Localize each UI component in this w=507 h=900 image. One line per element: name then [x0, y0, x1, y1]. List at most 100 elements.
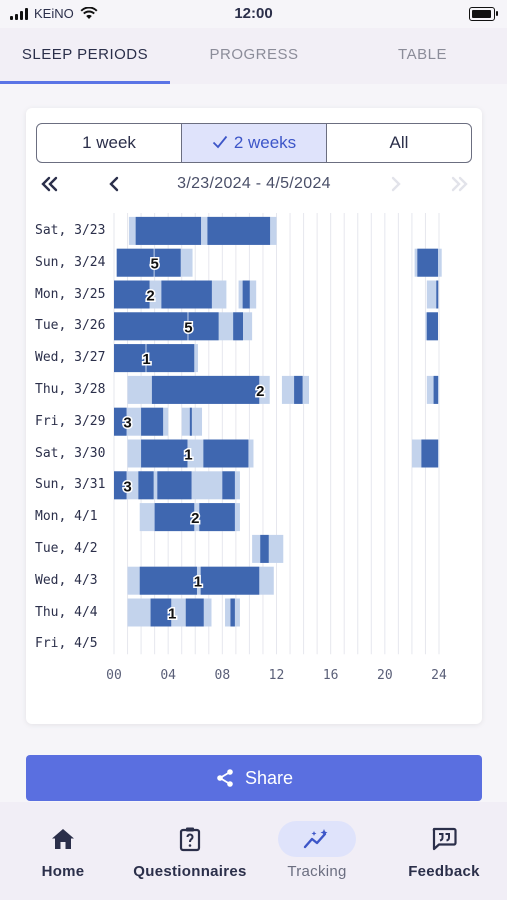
range-option-all[interactable]: All: [327, 124, 471, 162]
nav-label: Tracking: [287, 863, 347, 880]
period-count-label: 5: [150, 256, 158, 273]
sleep-bar[interactable]: [150, 598, 172, 627]
sleep-bar[interactable]: [199, 503, 235, 532]
day-label: Thu, 3/28: [35, 381, 106, 397]
sleep-bar[interactable]: [294, 375, 303, 404]
day-label: Fri, 4/5: [35, 636, 98, 652]
sleep-bar[interactable]: [417, 248, 438, 277]
share-button[interactable]: Share: [26, 755, 482, 801]
sleep-bar[interactable]: [141, 407, 164, 436]
day-label: Wed, 3/27: [35, 350, 106, 366]
sleep-bar[interactable]: [421, 439, 438, 468]
sleep-bar[interactable]: [138, 471, 154, 500]
period-count-label: 3: [123, 478, 131, 495]
range-option-label: 2 weeks: [233, 133, 297, 152]
last-page-icon[interactable]: [448, 172, 470, 196]
period-count-label: 2: [146, 288, 154, 305]
nav-tracking[interactable]: Tracking: [254, 802, 380, 900]
period-count-label: 1: [142, 351, 150, 368]
sleep-bar[interactable]: [436, 280, 439, 309]
range-option-label: 1 week: [82, 133, 136, 152]
range-selector: 1 week 2 weeks All: [36, 123, 472, 163]
sleep-bar[interactable]: [189, 407, 192, 436]
sleep-bar[interactable]: [154, 503, 195, 532]
range-option-2-weeks[interactable]: 2 weeks: [182, 124, 327, 162]
sleep-bar[interactable]: [222, 471, 235, 500]
light-sleep-bar[interactable]: [426, 280, 438, 309]
sleep-bar[interactable]: [146, 344, 195, 373]
sleep-bar[interactable]: [157, 471, 192, 500]
nav-feedback[interactable]: Feedback: [381, 802, 507, 900]
period-count-label: 5: [184, 319, 192, 336]
sleep-bar[interactable]: [114, 407, 127, 436]
bottom-navigation: Home Questionnaires Tracking: [0, 802, 507, 900]
nav-questionnaires[interactable]: Questionnaires: [127, 802, 253, 900]
sleep-bar[interactable]: [114, 471, 127, 500]
sleep-bar[interactable]: [135, 216, 202, 245]
sleep-bar[interactable]: [188, 312, 219, 341]
sleep-bar[interactable]: [114, 312, 188, 341]
sleep-bar[interactable]: [207, 216, 271, 245]
nav-home[interactable]: Home: [0, 802, 126, 900]
sleep-periods-card: 1 week 2 weeks All 3/23/2024 - 4/5/2024 …: [26, 108, 482, 724]
light-sleep-bar[interactable]: [181, 407, 203, 436]
previous-icon[interactable]: [106, 172, 122, 196]
wifi-icon: [80, 7, 98, 19]
nav-label: Questionnaires: [133, 863, 247, 880]
sleep-bar[interactable]: [185, 598, 204, 627]
period-count-label: 1: [168, 606, 176, 623]
share-icon: [217, 769, 233, 787]
sleep-bar[interactable]: [139, 566, 197, 595]
date-navigation: 3/23/2024 - 4/5/2024: [26, 170, 482, 200]
x-tick-label: 00: [106, 668, 122, 683]
sleep-bar[interactable]: [242, 280, 250, 309]
day-label: Mon, 3/25: [35, 286, 106, 302]
x-tick-label: 24: [431, 668, 447, 683]
sleep-bar[interactable]: [114, 344, 146, 373]
day-label: Sat, 3/30: [35, 445, 106, 461]
sleep-bar[interactable]: [151, 375, 260, 404]
sleep-bar[interactable]: [203, 439, 249, 468]
tab-sleep-periods[interactable]: SLEEP PERIODS: [21, 46, 149, 63]
period-count-label: 1: [184, 447, 192, 464]
active-tab-indicator: [0, 81, 170, 84]
sleep-bar[interactable]: [260, 534, 269, 563]
day-label: Thu, 4/4: [35, 604, 98, 620]
day-label: Mon, 4/1: [35, 509, 98, 525]
day-label: Tue, 3/26: [35, 318, 106, 334]
x-tick-label: 20: [377, 668, 393, 683]
sleep-bar[interactable]: [161, 280, 212, 309]
tracking-icon: [303, 829, 328, 849]
active-nav-pill: [278, 821, 356, 857]
period-count-label: 3: [123, 415, 131, 432]
tab-progress[interactable]: PROGRESS: [209, 46, 299, 63]
sleep-bar[interactable]: [233, 312, 243, 341]
sleep-bar[interactable]: [426, 312, 438, 341]
x-tick-label: 08: [214, 668, 231, 683]
signal-icon: [10, 7, 28, 20]
sleep-bar[interactable]: [230, 598, 235, 627]
sleep-bar[interactable]: [141, 439, 188, 468]
period-count-label: 2: [191, 510, 199, 527]
sleep-bar[interactable]: [114, 280, 150, 309]
tab-table[interactable]: TABLE: [398, 46, 447, 63]
home-icon: [52, 829, 74, 849]
range-option-1-week[interactable]: 1 week: [37, 124, 182, 162]
sleep-bar[interactable]: [433, 375, 438, 404]
feedback-icon: [432, 827, 457, 851]
battery-icon: [469, 7, 498, 21]
sleep-bar[interactable]: [200, 566, 260, 595]
x-tick-label: 04: [160, 668, 176, 683]
sleep-bar[interactable]: [116, 248, 154, 277]
first-page-icon[interactable]: [39, 172, 61, 196]
status-left: KEiNO: [10, 6, 98, 21]
sleep-bar[interactable]: [154, 248, 181, 277]
next-icon[interactable]: [388, 172, 404, 196]
nav-label: Home: [41, 863, 85, 880]
day-label: Sun, 3/24: [35, 254, 106, 270]
period-count-label: 2: [256, 383, 264, 400]
day-label: Tue, 4/2: [35, 540, 98, 556]
questionnaire-icon: [179, 827, 201, 852]
nav-label: Feedback: [408, 863, 480, 880]
status-bar: KEiNO 12:00: [0, 0, 507, 28]
